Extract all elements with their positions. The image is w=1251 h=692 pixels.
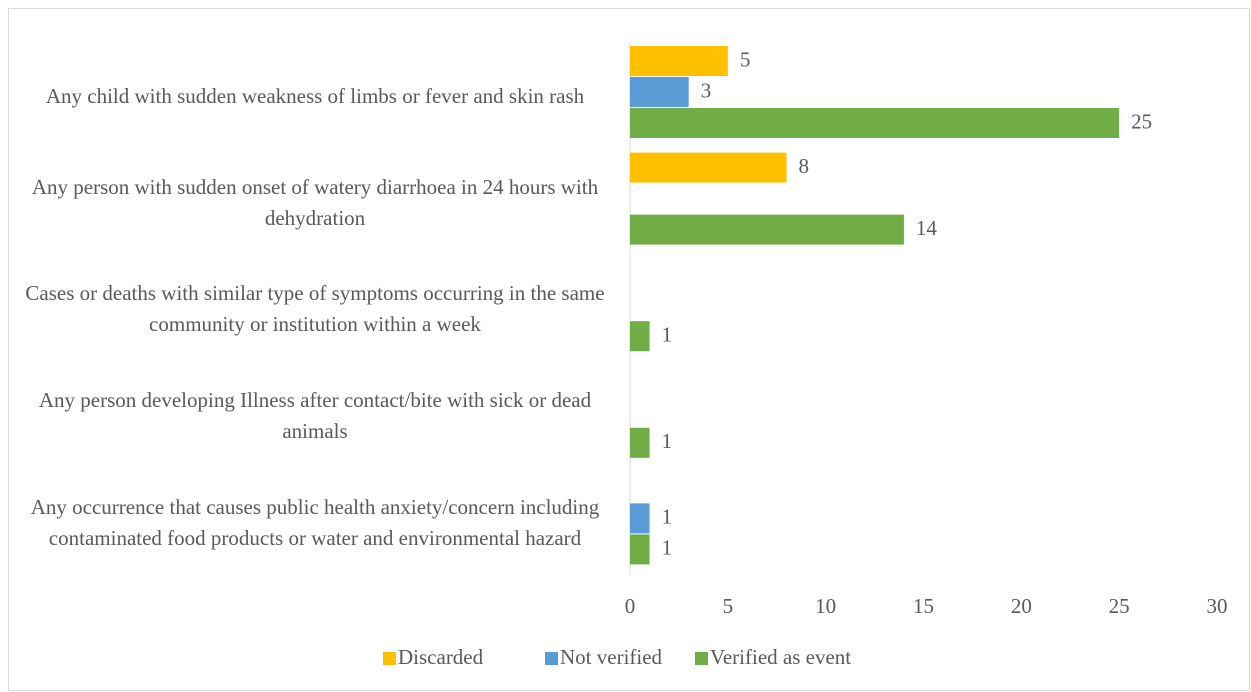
bar <box>630 108 1120 138</box>
x-tick-label: 25 <box>1109 594 1130 618</box>
x-tick-label: 5 <box>723 594 734 618</box>
category-label: Cases or deaths with similar type of sym… <box>25 281 605 337</box>
legend-label: Not verified <box>560 645 663 669</box>
data-label: 8 <box>799 154 810 178</box>
category-label: Any occurrence that causes public health… <box>30 494 600 550</box>
data-label: 1 <box>662 323 673 347</box>
bar <box>630 46 728 76</box>
bar <box>630 534 650 565</box>
data-label: 1 <box>662 429 673 453</box>
bar <box>630 77 689 107</box>
x-tick-label: 30 <box>1207 594 1228 618</box>
legend-label: Discarded <box>398 645 484 669</box>
x-tick-label: 15 <box>913 594 934 618</box>
bar <box>630 427 650 458</box>
data-label: 5 <box>740 47 751 71</box>
x-tick-label: 20 <box>1011 594 1032 618</box>
bar <box>630 321 650 352</box>
data-label: 25 <box>1131 109 1152 133</box>
bar <box>630 503 650 534</box>
legend-swatch <box>383 652 396 665</box>
x-tick-label: 0 <box>625 594 636 618</box>
category-label: Any person developing Illness after cont… <box>38 388 592 444</box>
legend-label: Verified as event <box>710 645 851 669</box>
bar <box>630 214 904 245</box>
chart-frame <box>8 8 1250 691</box>
bar <box>630 152 787 183</box>
data-label: 3 <box>701 78 712 102</box>
data-label: 14 <box>916 216 938 240</box>
data-label: 1 <box>662 505 673 529</box>
data-label: 1 <box>662 536 673 560</box>
legend-swatch <box>545 652 558 665</box>
legend-swatch <box>695 652 708 665</box>
x-tick-label: 10 <box>815 594 836 618</box>
category-label: Any child with sudden weakness of limbs … <box>45 83 585 108</box>
category-label: Any person with sudden onset of watery d… <box>31 174 599 230</box>
